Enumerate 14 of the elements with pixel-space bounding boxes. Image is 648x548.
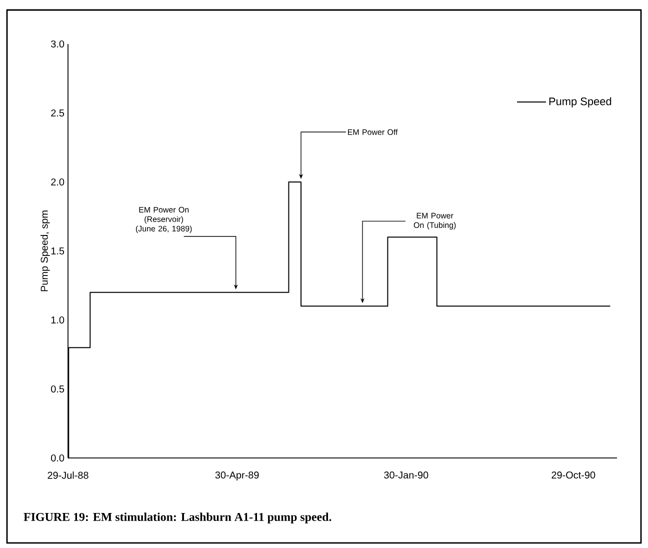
x-tick-label: 29-Oct-90 <box>552 472 596 479</box>
x-tick-label: 29-Jul-88 <box>48 472 88 479</box>
y-axis-title: Pump Speed, spm <box>40 210 50 292</box>
x-tick-label: 30-Apr-89 <box>215 472 259 481</box>
y-tick-label: 0.0 <box>51 454 64 462</box>
y-tick-label: 3.0 <box>51 40 64 48</box>
x-tick-label: 30-Jan-90 <box>384 472 428 479</box>
y-tick-label: 0.5 <box>51 385 64 393</box>
text: FIGURE 19: EM stimulation: Lashburn A1-11 pump speed. <box>24 512 332 524</box>
y-tick-label: 2.5 <box>51 109 64 117</box>
y-tick-label: 1.0 <box>51 316 64 324</box>
y-tick-label: 1.5 <box>51 248 64 254</box>
legend-label: Pump Speed <box>549 97 612 108</box>
y-tick-label: 2.0 <box>51 178 64 186</box>
